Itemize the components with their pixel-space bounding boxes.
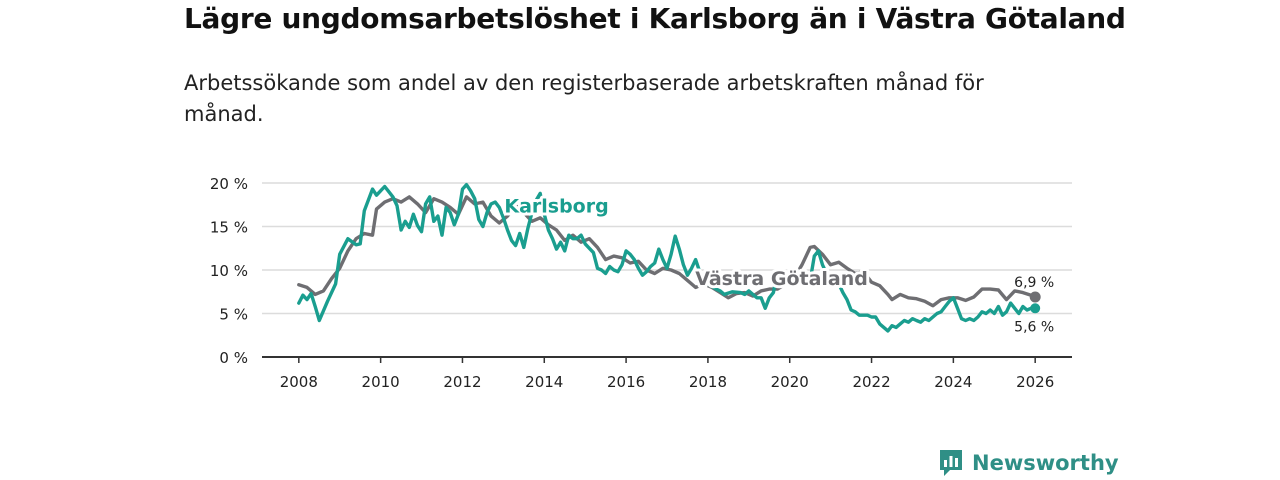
x-tick-label: 2020 bbox=[771, 373, 809, 391]
annotation-vastra-gotaland: Västra Götaland bbox=[695, 268, 868, 290]
y-tick-label: 15 % bbox=[210, 219, 248, 237]
chart-subtitle: Arbetssökande som andel av den registerb… bbox=[184, 71, 984, 126]
y-tick-label: 10 % bbox=[210, 262, 248, 280]
brand-name: Newsworthy bbox=[972, 451, 1119, 475]
x-tick-label: 2024 bbox=[934, 373, 972, 391]
x-tick-label: 2010 bbox=[362, 373, 400, 391]
y-tick-label: 0 % bbox=[219, 349, 248, 367]
end-point-karlsborg bbox=[1030, 303, 1041, 314]
end-label-karlsborg: 5,6 % bbox=[1014, 319, 1054, 335]
chart-title: Lägre ungdomsarbetslöshet i Karlsborg än… bbox=[184, 2, 1126, 35]
series-line-vastra-gotaland bbox=[297, 195, 1037, 308]
x-tick-label: 2018 bbox=[689, 373, 727, 391]
x-tick-label: 2016 bbox=[607, 373, 645, 391]
series-lines: 6,9 % 5,6 % bbox=[297, 183, 1054, 335]
x-tick-label: 2008 bbox=[280, 373, 318, 391]
x-tick-label: 2012 bbox=[443, 373, 481, 391]
y-tick-label: 20 % bbox=[210, 175, 248, 193]
end-label-vastra-gotaland: 6,9 % bbox=[1014, 275, 1054, 291]
x-axis-ticks: 2008 2010 2012 2014 2016 2018 2020 2022 2024 2026 bbox=[280, 357, 1054, 391]
x-tick-label: 2026 bbox=[1016, 373, 1054, 391]
newsworthy-logo-icon bbox=[940, 450, 962, 476]
end-point-vastra-gotaland bbox=[1029, 291, 1041, 303]
newsworthy-brand[interactable]: Newsworthy bbox=[938, 448, 1119, 478]
y-tick-label: 5 % bbox=[219, 306, 248, 324]
x-tick-label: 2022 bbox=[852, 373, 890, 391]
series-line-karlsborg bbox=[297, 183, 1037, 333]
annotation-karlsborg: Karlsborg bbox=[504, 196, 608, 218]
y-axis-ticks: 0 % 5 % 10 % 15 % 20 % bbox=[210, 175, 248, 367]
x-tick-label: 2014 bbox=[525, 373, 563, 391]
series-annotations: Karlsborg Västra Götaland bbox=[501, 193, 871, 293]
